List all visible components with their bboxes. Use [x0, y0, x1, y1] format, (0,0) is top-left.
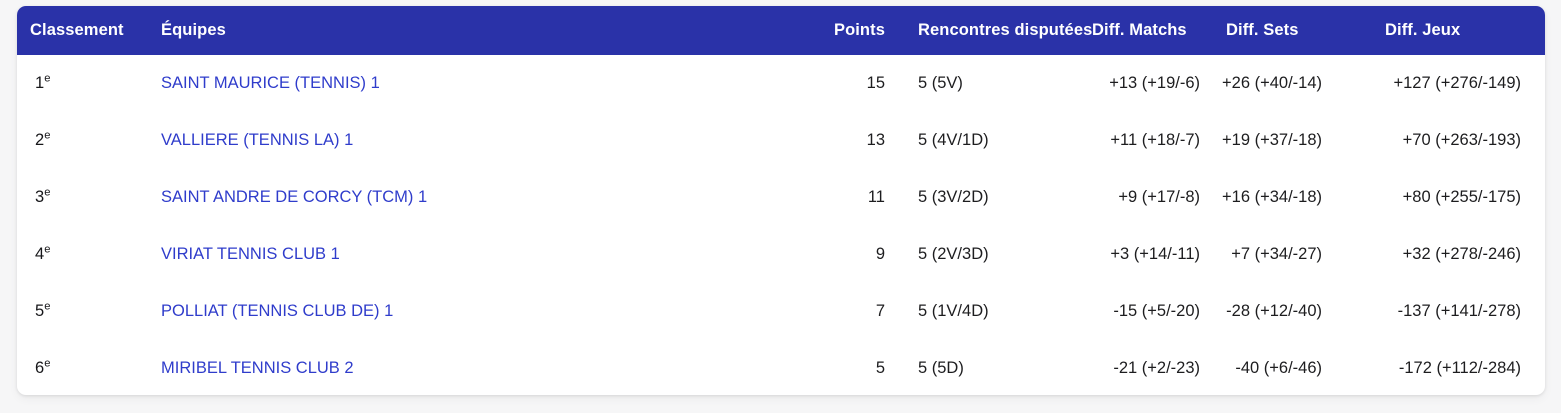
cell-diff-matchs: +9 (+17/-8) [1118, 188, 1200, 206]
team-link[interactable]: SAINT ANDRE DE CORCY (TCM) 1 [161, 188, 428, 206]
rank-number: 6 [35, 359, 45, 377]
cell-points: 11 [867, 188, 885, 206]
cell-diff-matchs: +13 (+19/-6) [1109, 74, 1200, 92]
cell-diff-sets: +19 (+37/-18) [1222, 131, 1322, 149]
rank-suffix: e [44, 72, 51, 85]
cell-played: 5 (4V/1D) [918, 131, 989, 149]
column-header-rank: Classement [30, 21, 124, 39]
cell-rank: 2e [17, 112, 140, 169]
column-header-diff-matchs: Diff. Matchs [1092, 21, 1187, 39]
rank-number: 3 [35, 188, 45, 206]
team-link[interactable]: SAINT MAURICE (TENNIS) 1 [161, 74, 380, 92]
cell-diff-sets: -40 (+6/-46) [1235, 359, 1322, 377]
cell-diff-jeux: -172 (+112/-284) [1398, 359, 1521, 377]
cell-team: SAINT MAURICE (TENNIS) 1 [140, 55, 823, 112]
cell-points: 7 [875, 302, 885, 320]
rank-suffix: e [44, 357, 51, 370]
cell-points: 13 [866, 131, 885, 149]
cell-diff-matchs: -15 (+5/-20) [1113, 302, 1200, 320]
column-header-points: Points [833, 21, 885, 39]
cell-played: 5 (5V) [918, 74, 963, 92]
cell-team: MIRIBEL TENNIS CLUB 2 [140, 340, 823, 395]
cell-diff-jeux: +127 (+276/-149) [1393, 74, 1521, 92]
rank-number: 1 [35, 74, 45, 92]
column-header-played: Rencontres disputées [918, 21, 1093, 39]
header-row: Classement Équipes Points Rencontres dis… [17, 6, 1545, 55]
table-header: Classement Équipes Points Rencontres dis… [17, 6, 1545, 55]
team-link[interactable]: POLLIAT (TENNIS CLUB DE) 1 [161, 302, 394, 320]
cell-points: 15 [866, 74, 885, 92]
column-header-team: Équipes [161, 21, 226, 39]
cell-diff-jeux: -137 (+141/-278) [1397, 302, 1521, 320]
rank-number: 4 [35, 245, 45, 263]
standings-card: Classement Équipes Points Rencontres dis… [17, 6, 1545, 395]
rank-suffix: e [44, 243, 51, 256]
cell-diff-sets: +7 (+34/-27) [1231, 245, 1322, 263]
cell-points: 5 [875, 359, 885, 377]
table-body: 1e SAINT MAURICE (TENNIS) 1 15 5 (5V) +13 (+… [17, 55, 1545, 395]
table-row: 4e VIRIAT TENNIS CLUB 1 9 5 (2V/3D) +3 (+14/… [17, 226, 1545, 283]
cell-diff-jeux: +70 (+263/-193) [1402, 131, 1521, 149]
cell-rank: 5e [17, 283, 140, 340]
table-row: 1e SAINT MAURICE (TENNIS) 1 15 5 (5V) +13 (+… [17, 55, 1545, 112]
cell-team: VALLIERE (TENNIS LA) 1 [140, 112, 823, 169]
table-row: 3e SAINT ANDRE DE CORCY (TCM) 1 11 5 (3V/2D… [17, 169, 1545, 226]
table-row: 5e POLLIAT (TENNIS CLUB DE) 1 7 5 (1V/4D) -1… [17, 283, 1545, 340]
table-row: 2e VALLIERE (TENNIS LA) 1 13 5 (4V/1D) +11 (… [17, 112, 1545, 169]
rank-number: 5 [35, 302, 45, 320]
cell-diff-sets: +26 (+40/-14) [1222, 74, 1322, 92]
rank-suffix: e [44, 186, 51, 199]
cell-diff-sets: +16 (+34/-18) [1222, 188, 1322, 206]
cell-rank: 1e [17, 55, 140, 112]
cell-points: 9 [875, 245, 885, 263]
cell-rank: 3e [17, 169, 140, 226]
cell-rank: 4e [17, 226, 140, 283]
team-link[interactable]: VALLIERE (TENNIS LA) 1 [161, 131, 354, 149]
table-row: 6e MIRIBEL TENNIS CLUB 2 5 5 (5D) -21 (+2/-2… [17, 340, 1545, 395]
cell-diff-matchs: +3 (+14/-11) [1110, 245, 1200, 263]
cell-diff-jeux: +32 (+278/-246) [1402, 245, 1521, 263]
cell-played: 5 (5D) [918, 359, 964, 377]
column-header-diff-sets: Diff. Sets [1226, 21, 1299, 39]
cell-rank: 6e [17, 340, 140, 395]
cell-team: SAINT ANDRE DE CORCY (TCM) 1 [140, 169, 823, 226]
cell-played: 5 (3V/2D) [918, 188, 989, 206]
cell-played: 5 (2V/3D) [918, 245, 989, 263]
column-header-diff-jeux: Diff. Jeux [1385, 21, 1461, 39]
team-link[interactable]: MIRIBEL TENNIS CLUB 2 [161, 359, 354, 377]
rank-suffix: e [44, 129, 51, 142]
team-link[interactable]: VIRIAT TENNIS CLUB 1 [161, 245, 340, 263]
standings-table: Classement Équipes Points Rencontres dis… [17, 6, 1545, 395]
cell-played: 5 (1V/4D) [918, 302, 989, 320]
cell-diff-sets: -28 (+12/-40) [1226, 302, 1322, 320]
cell-diff-jeux: +80 (+255/-175) [1402, 188, 1521, 206]
cell-diff-matchs: +11 (+18/-7) [1110, 131, 1200, 149]
rank-number: 2 [35, 131, 45, 149]
cell-team: POLLIAT (TENNIS CLUB DE) 1 [140, 283, 823, 340]
cell-team: VIRIAT TENNIS CLUB 1 [140, 226, 823, 283]
cell-diff-matchs: -21 (+2/-23) [1113, 359, 1200, 377]
rank-suffix: e [44, 300, 51, 313]
